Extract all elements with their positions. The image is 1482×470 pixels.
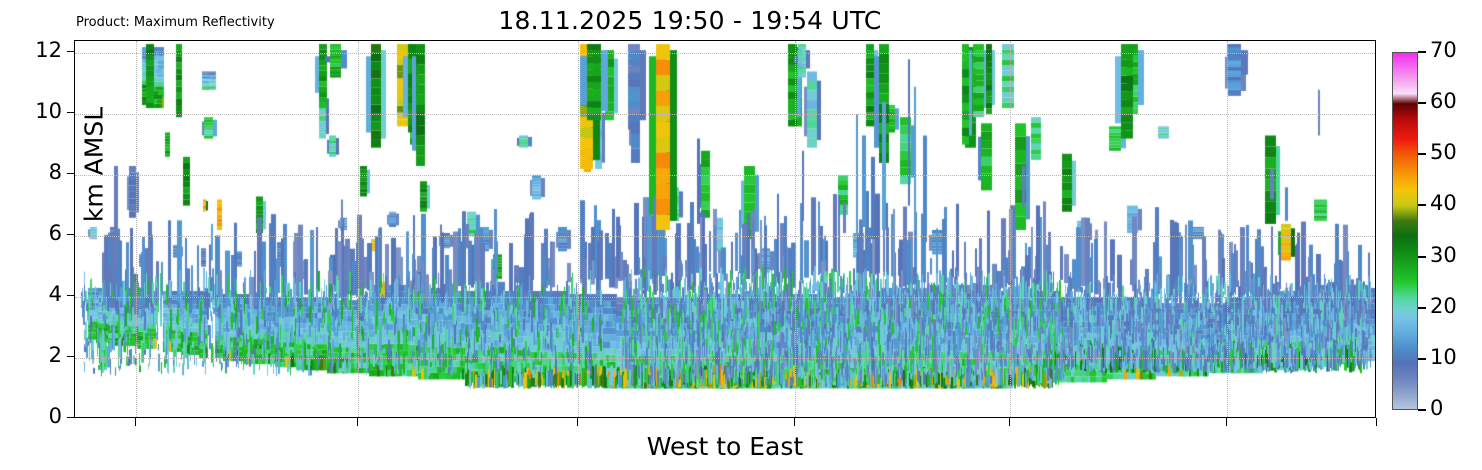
y-tick-mark <box>67 112 74 114</box>
y-tick-label: 10 <box>35 99 62 124</box>
x-tick-mark <box>576 418 578 426</box>
colorbar-tick-label: 60 <box>1430 89 1457 114</box>
plot-clip <box>75 41 1375 417</box>
y-tick-label: 8 <box>48 160 62 185</box>
y-tick-label: 4 <box>48 282 62 307</box>
y-tick-mark <box>67 295 74 297</box>
y-axis-label: km AMSL <box>79 106 109 223</box>
x-tick-mark <box>1008 418 1010 426</box>
x-tick-mark <box>1226 418 1228 426</box>
y-tick-mark <box>67 234 74 236</box>
colorbar-tick-mark <box>1418 306 1426 309</box>
colorbar-gradient <box>1392 52 1418 410</box>
y-tick-label: 6 <box>48 221 62 246</box>
x-tick-mark <box>794 418 795 426</box>
y-tick-label: 2 <box>48 343 62 368</box>
y-axis-label-wrap: km AMSL <box>80 65 109 265</box>
x-tick-mark <box>135 418 137 426</box>
colorbar-tick-label: 30 <box>1430 242 1457 267</box>
colorbar-tick-mark <box>1418 357 1426 360</box>
product-annotation: Product: Maximum Reflectivity <box>76 15 275 30</box>
colorbar-tick-mark <box>1418 102 1426 105</box>
colorbar-tick-label: 70 <box>1430 38 1457 62</box>
y-tick-mark <box>67 173 74 175</box>
plot-area <box>74 40 1376 418</box>
x-tick-mark <box>1376 418 1377 426</box>
colorbar-tick-mark <box>1418 409 1426 411</box>
colorbar-tick-mark <box>1418 153 1426 156</box>
colorbar-tick-mark <box>1418 255 1426 258</box>
colorbar-tick-label: 10 <box>1430 344 1457 369</box>
y-tick-mark <box>67 51 74 53</box>
colorbar-tick-mark <box>1418 204 1426 207</box>
colorbar-tick-mark <box>1418 51 1426 53</box>
figure-title: 18.11.2025 19:50 - 19:54 UTC <box>498 6 882 35</box>
colorbar-tick-label: 40 <box>1430 191 1457 216</box>
y-tick-label: 0 <box>48 404 62 428</box>
y-tick-label: 12 <box>35 38 62 63</box>
x-axis-label: West to East <box>646 432 804 461</box>
y-tick-mark <box>67 356 74 358</box>
y-tick-mark <box>67 417 74 419</box>
reflectivity-data-layer <box>75 41 1375 417</box>
x-tick-mark <box>356 418 358 426</box>
colorbar-tick-label: 50 <box>1430 140 1457 165</box>
colorbar-tick-label: 0 <box>1430 396 1444 420</box>
colorbar-tick-label: 20 <box>1430 293 1457 318</box>
